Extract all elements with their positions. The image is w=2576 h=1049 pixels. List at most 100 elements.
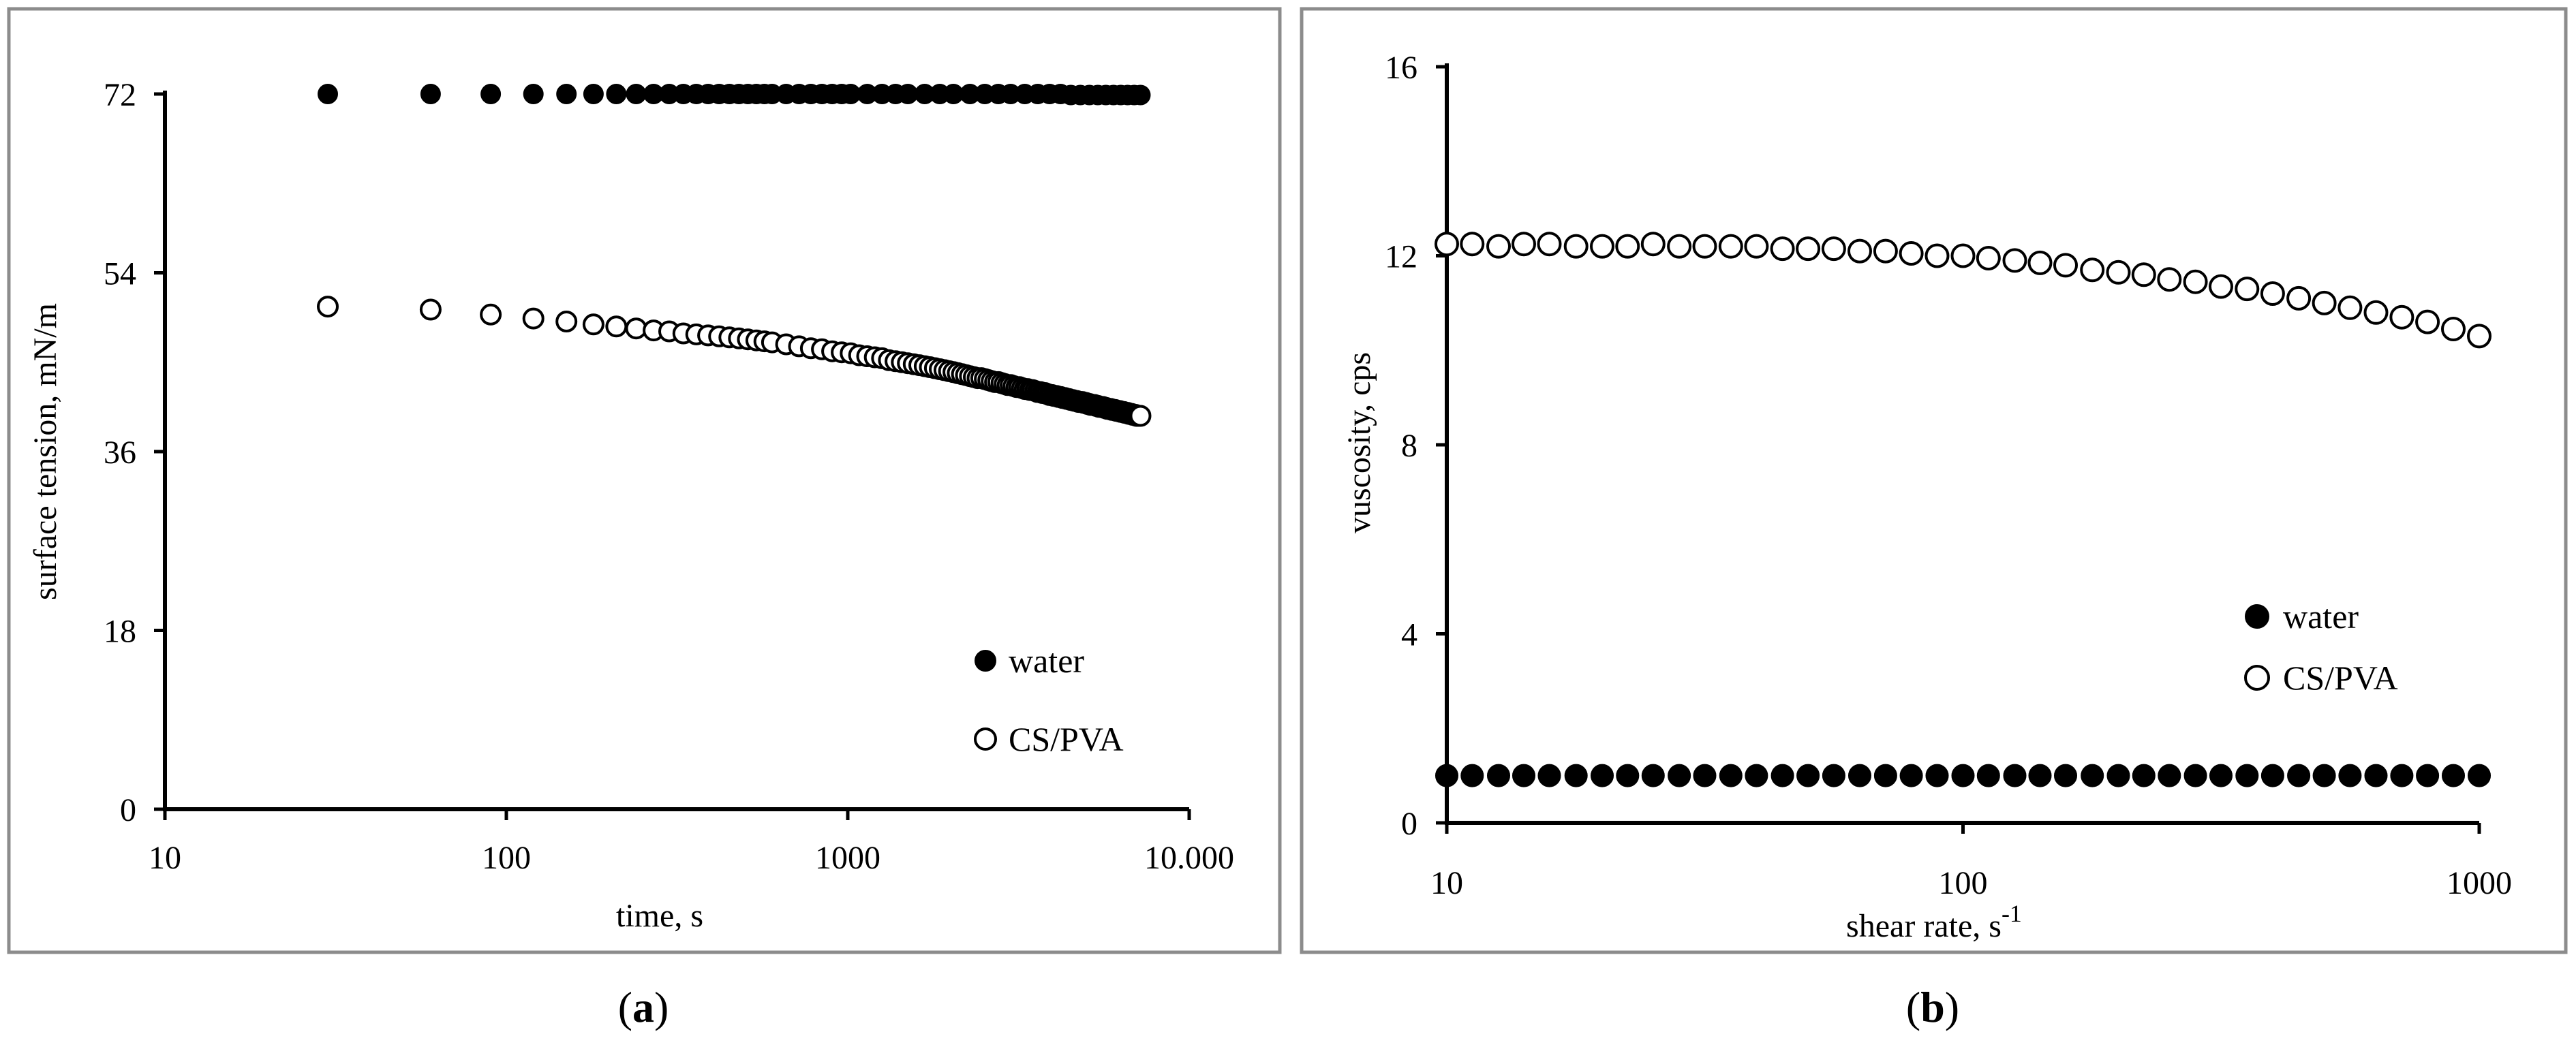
chart-b-point: [1976, 764, 2000, 787]
chart-b-point: [1512, 232, 1536, 257]
chart-a-point: [555, 311, 578, 332]
chart-b-point: [2390, 764, 2414, 787]
chart-b-point: [2312, 290, 2337, 315]
chart-b-point: [2260, 764, 2284, 787]
chart-b-y-tick-label: 0: [1401, 806, 1417, 842]
chart-b-point: [1590, 234, 1614, 259]
chart-b-x-tick-label: 10: [1430, 865, 1463, 901]
chart-b-point: [2312, 764, 2336, 787]
chart-a-point: [606, 84, 627, 104]
chart-b-y-tick-label: 8: [1401, 428, 1417, 464]
chart-b-point: [2209, 274, 2233, 299]
chart-b-point: [2003, 764, 2027, 787]
chart-a-point: [582, 313, 604, 336]
chart-a: 0 18 36 54 72 10 100 1000 10.000 time, s surface t…: [27, 77, 1234, 934]
chart-a-point: [522, 307, 545, 330]
chart-a-series-cs-pva: [317, 296, 1152, 427]
panel-a-frame: [7, 7, 1282, 954]
chart-b-point: [1744, 234, 1769, 259]
chart-b-point: [2081, 764, 2104, 787]
chart-a-point: [556, 84, 577, 104]
chart-a-point: [317, 296, 339, 318]
chart-b-point: [2183, 269, 2208, 294]
chart-a-y-tick-label: 18: [104, 614, 136, 650]
chart-b-legend-label: CS/PVA: [2283, 659, 2398, 697]
chart-a-point: [605, 315, 628, 338]
chart-a-point: [318, 84, 338, 104]
chart-b-point: [1873, 238, 1898, 264]
chart-b-point: [2286, 285, 2312, 311]
chart-b-point: [1950, 243, 1976, 268]
chart-b-point: [1591, 764, 1614, 787]
chart-b-point: [1899, 764, 1923, 787]
chart-b-point: [1976, 246, 2001, 270]
chart-b-point: [2364, 764, 2388, 787]
chart-b-point: [2260, 281, 2285, 306]
chart-b-point: [2157, 267, 2182, 292]
chart-a-x-axis-label: time, s: [616, 898, 703, 934]
chart-b-legend-label: water: [2283, 597, 2359, 636]
chart-b-point: [1563, 234, 1589, 259]
chart-b-point: [2028, 764, 2052, 787]
chart-b-point: [1616, 764, 1640, 787]
chart-b-point: [1848, 764, 1871, 787]
chart-b-point: [2027, 250, 2053, 275]
chart-b-point: [2209, 764, 2233, 787]
chart-a-y-tick-label: 54: [104, 256, 136, 292]
chart-a-point: [626, 84, 647, 104]
chart-b-series-cs-pva: [1435, 232, 2491, 349]
chart-b-y-tick-label: 12: [1385, 239, 1417, 275]
chart-b-point: [1925, 243, 1950, 268]
chart-b-point: [2235, 277, 2260, 302]
chart-b-point: [2363, 300, 2389, 325]
chart-a-series-water: [318, 84, 1151, 106]
chart-b-point: [1745, 764, 1768, 787]
chart-b-point: [2080, 257, 2105, 283]
chart-b-point: [1770, 764, 1794, 787]
chart-a-legend-label: CS/PVA: [1009, 720, 1124, 758]
chart-b-point: [1641, 764, 1665, 787]
chart-b-point: [2287, 764, 2311, 787]
chart-b-y-tick-label: 4: [1401, 617, 1417, 653]
chart-a-legend-marker: [974, 727, 997, 751]
chart-b-y-axis-label: vuscosity, cps: [1341, 352, 1377, 533]
chart-b-point: [1435, 232, 1459, 257]
chart-b-y-tick-label: 16: [1385, 50, 1417, 86]
chart-b-point: [1873, 764, 1897, 787]
chart-b-point: [1537, 232, 1562, 257]
chart-a-point: [523, 84, 544, 104]
chart-b-point: [2132, 764, 2156, 787]
chart-a-y-tick-label: 36: [104, 435, 136, 471]
chart-a-point: [1129, 405, 1152, 427]
chart-b-point: [2235, 764, 2259, 787]
chart-b-point: [2002, 248, 2027, 273]
chart-a-point: [625, 317, 647, 340]
chart-b-point: [2442, 764, 2465, 787]
chart-a-legend-label: water: [1009, 642, 1084, 680]
chart-b-point: [1847, 238, 1872, 264]
chart-b-point: [1435, 764, 1458, 787]
chart-b-point: [1796, 236, 1821, 262]
chart-b-point: [2106, 260, 2131, 285]
chart-a-point: [480, 303, 502, 326]
chart-b-x-axis-label: shear rate, s-1: [1846, 900, 2022, 944]
chart-b-point: [1693, 764, 1717, 787]
chart-b-point: [1770, 236, 1795, 262]
chart-b-point: [2106, 764, 2130, 787]
chart-b-point: [2441, 317, 2466, 341]
chart-a-point: [480, 84, 502, 104]
chart-a-x-tick-label: 100: [482, 840, 531, 876]
chart-b-legend-marker: [2244, 665, 2270, 691]
chart-a-point: [419, 298, 442, 321]
chart-b-point: [1719, 764, 1743, 787]
chart-b-point: [2131, 262, 2156, 287]
panel-label-b: (b): [1906, 983, 1959, 1031]
chart-b-point: [1796, 764, 1820, 787]
chart-b-point: [1460, 764, 1484, 787]
chart-a-x-tick-label: 1000: [815, 840, 880, 876]
panel-b-frame: [1300, 7, 2568, 954]
chart-b-point: [2415, 309, 2440, 334]
chart-b-point: [2467, 324, 2491, 349]
chart-b-point: [1667, 234, 1692, 259]
